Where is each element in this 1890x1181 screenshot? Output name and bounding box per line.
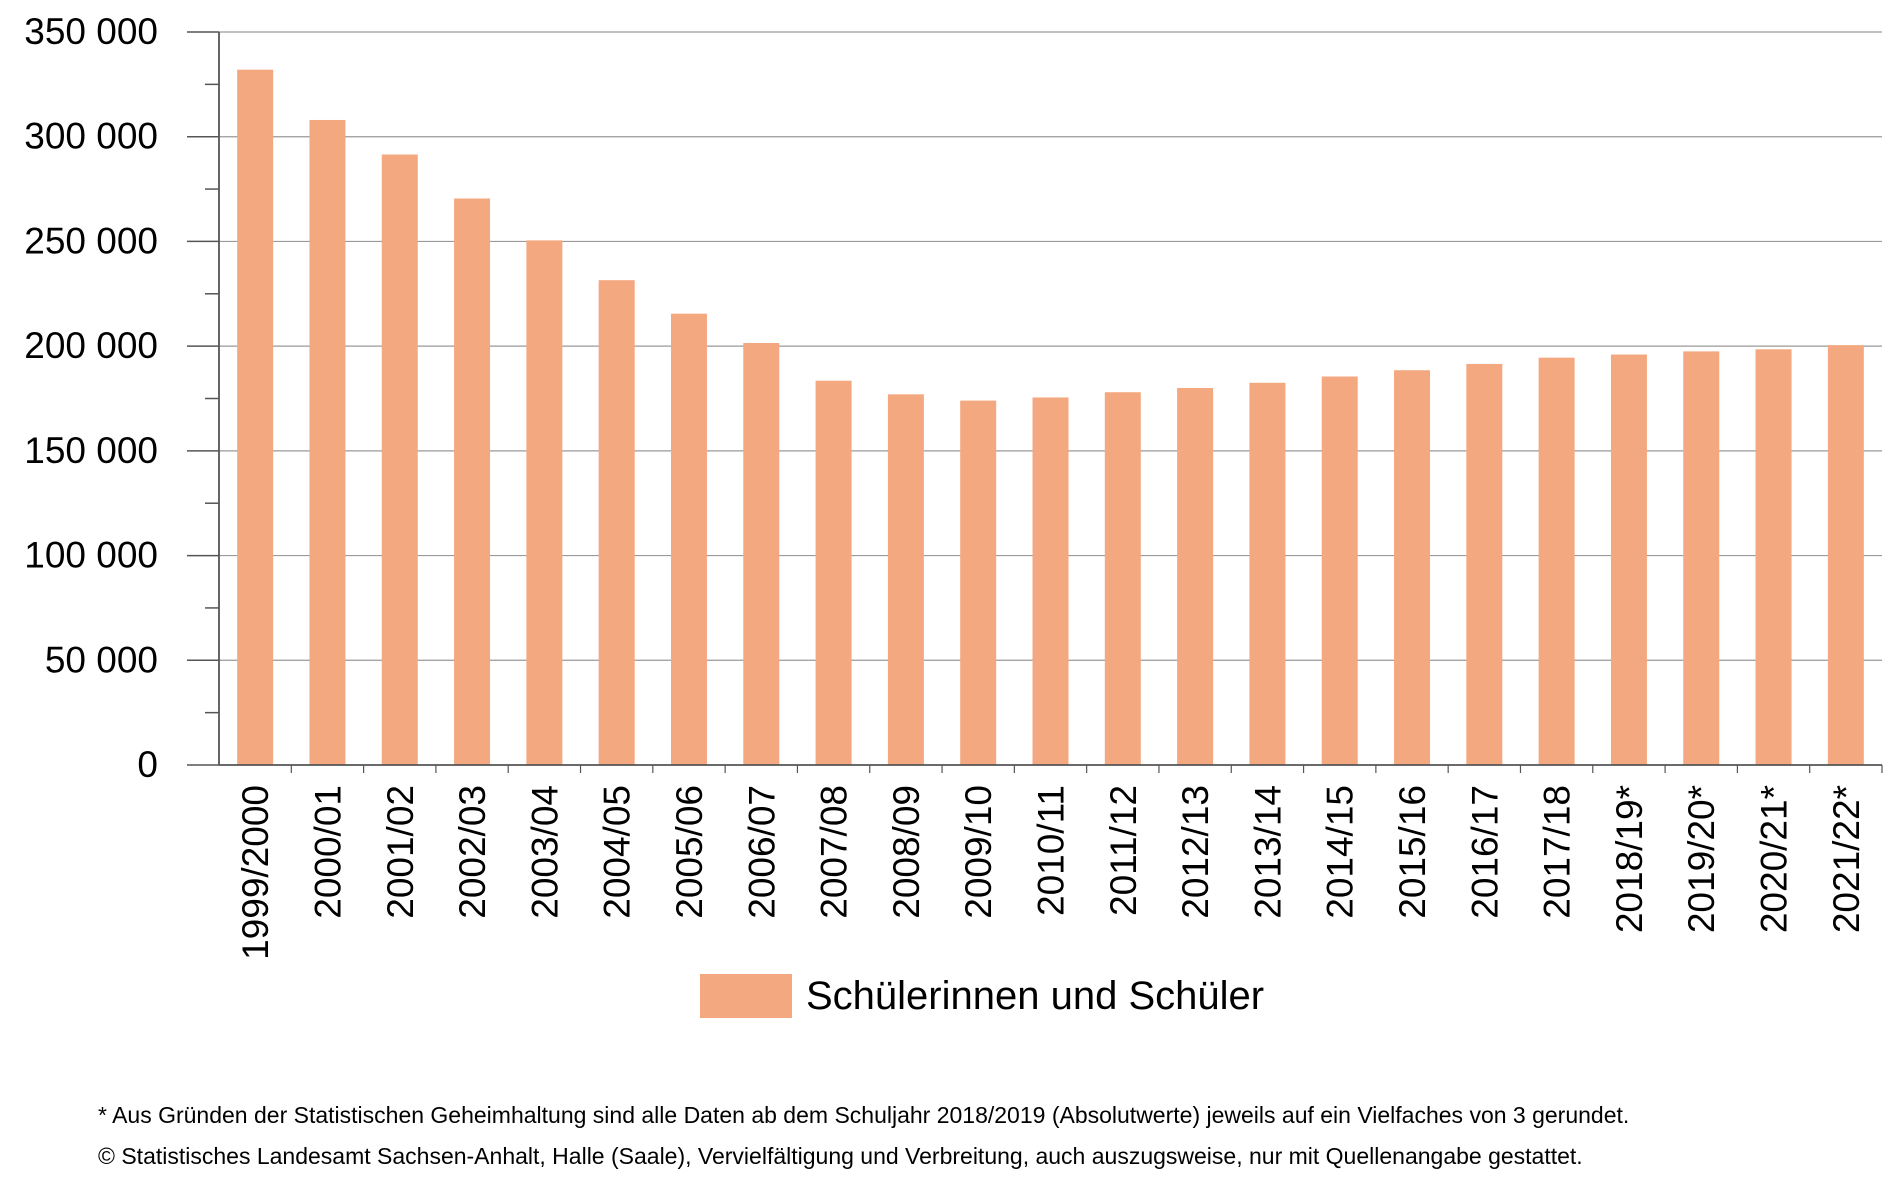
bar <box>887 394 924 765</box>
x-tick-labels: 1999/2000 2000/01 2001/02 2002/03 2003/04 200… <box>235 785 1867 960</box>
x-tick-label: 2019/20* <box>1681 785 1722 933</box>
bar <box>454 198 491 765</box>
bar <box>526 240 563 766</box>
y-tick-label: 50 000 <box>45 639 158 680</box>
x-tick-label: 2013/14 <box>1247 785 1288 919</box>
x-tick-label: 2009/10 <box>958 785 999 919</box>
x-tick-label: 2014/15 <box>1320 785 1361 919</box>
bar <box>1683 351 1720 765</box>
x-tick-label: 1999/2000 <box>235 785 276 960</box>
legend: Schülerinnen und Schüler <box>700 974 1264 1018</box>
y-tick-label: 250 000 <box>24 220 158 261</box>
bar <box>237 69 274 765</box>
x-tick-label: 2017/18 <box>1537 785 1578 919</box>
bar <box>1032 397 1069 765</box>
bars <box>237 69 1864 766</box>
bar <box>1610 354 1647 765</box>
y-tick-labels: 0 50 000 100 000 150 000 200 000 250 000 300 0… <box>24 11 158 785</box>
x-tick-label: 2015/16 <box>1392 785 1433 919</box>
bar <box>1321 376 1358 765</box>
x-tick-label: 2000/01 <box>307 785 348 919</box>
x-tick-label: 2016/17 <box>1464 785 1505 919</box>
bar <box>598 280 635 765</box>
bar <box>1755 349 1792 765</box>
x-tick-label: 2006/07 <box>741 785 782 919</box>
bar <box>743 343 780 765</box>
footnote-copyright: © Statistisches Landesamt Sachsen-Anhalt… <box>98 1143 1583 1169</box>
x-tick-label: 2012/13 <box>1175 785 1216 919</box>
x-tick-label: 2018/19* <box>1609 785 1650 933</box>
bar-chart: 0 50 000 100 000 150 000 200 000 250 000 300 0… <box>24 11 1883 1018</box>
bar <box>1249 382 1286 765</box>
bar <box>1177 388 1214 765</box>
x-tick-label: 2004/05 <box>597 785 638 919</box>
y-tick-label: 150 000 <box>24 430 158 471</box>
y-tick-label: 350 000 <box>24 11 158 52</box>
x-tick-label: 2001/02 <box>380 785 421 919</box>
y-tick-label: 300 000 <box>24 116 158 157</box>
bar <box>1394 370 1431 765</box>
bar <box>1827 345 1864 765</box>
bar <box>381 154 418 765</box>
x-tick-label: 2002/03 <box>452 785 493 919</box>
legend-label: Schülerinnen und Schüler <box>806 974 1264 1018</box>
bar <box>1104 392 1141 765</box>
x-tick-label: 2020/21* <box>1754 785 1795 933</box>
y-tick-label: 0 <box>137 744 158 785</box>
x-tick-label: 2007/08 <box>814 785 855 919</box>
footnote-rounding: * Aus Gründen der Statistischen Geheimha… <box>98 1102 1630 1128</box>
x-tick-label: 2021/22* <box>1826 785 1867 933</box>
y-tick-label: 100 000 <box>24 535 158 576</box>
bar <box>815 380 852 765</box>
x-tick-label: 2005/06 <box>669 785 710 919</box>
axes <box>187 31 1883 773</box>
bar <box>309 119 346 765</box>
x-tick-label: 2003/04 <box>524 785 565 919</box>
x-tick-label: 2011/12 <box>1103 785 1144 916</box>
x-tick-label: 2010/11 <box>1031 785 1072 916</box>
bar <box>1466 363 1503 765</box>
bar <box>1538 357 1575 765</box>
y-tick-label: 200 000 <box>24 325 158 366</box>
legend-swatch <box>700 974 792 1018</box>
bar <box>670 313 707 765</box>
bar <box>960 400 997 765</box>
x-tick-label: 2008/09 <box>886 785 927 919</box>
